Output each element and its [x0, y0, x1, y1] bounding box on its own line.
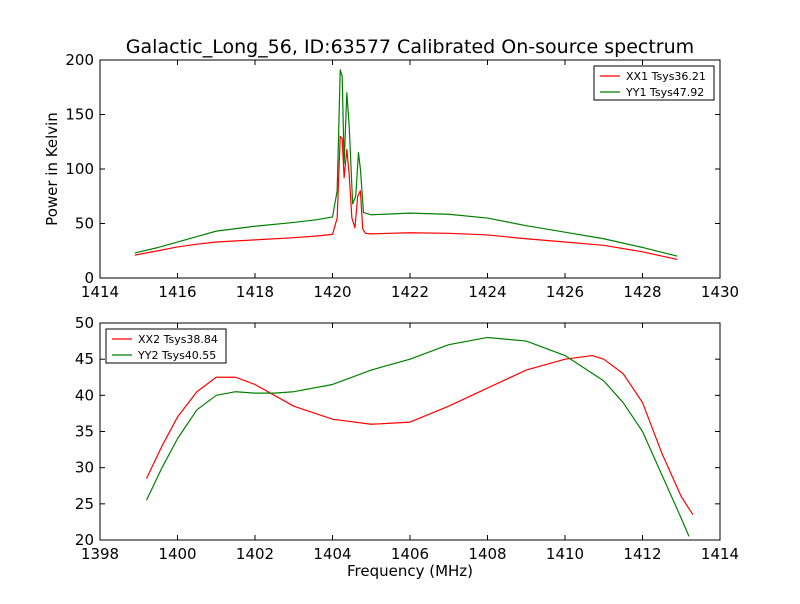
x-tick-label: 1402	[236, 545, 274, 563]
x-tick-label: 1424	[468, 283, 506, 301]
x-tick-label: 1426	[546, 283, 584, 301]
legend-label: XX1 Tsys36.21	[626, 70, 706, 83]
series-line-1	[134, 135, 678, 261]
y-tick-label: 25	[75, 495, 94, 513]
x-tick-label: 1414	[81, 283, 119, 301]
y-tick-label: 200	[65, 51, 94, 69]
y-tick-label: 150	[65, 106, 94, 124]
x-tick-label: 1416	[158, 283, 196, 301]
y-tick-label: 45	[75, 350, 94, 368]
x-tick-label: 1418	[236, 283, 274, 301]
legend-box	[593, 65, 715, 101]
series-line-2	[134, 69, 678, 257]
x-tick-label: 1410	[546, 545, 584, 563]
x-tick-label: 1404	[313, 545, 351, 563]
legend-label: YY1 Tsys47.92	[625, 86, 704, 99]
x-tick-label: 1408	[468, 545, 506, 563]
legend: XX1 Tsys36.21 YY1 Tsys47.92	[593, 65, 715, 101]
x-tick-label: 1400	[158, 545, 196, 563]
chart-title: Galactic_Long_56, ID:63577 Calibrated On…	[126, 36, 694, 58]
legend-box	[105, 328, 227, 364]
legend-label: YY2 Tsys40.55	[137, 349, 216, 362]
bottom-plot: 1398 1400 1402 1404 1406 1408 1410 1412 1414 20 25…	[75, 314, 739, 580]
legend: XX2 Tsys38.84 YY2 Tsys40.55	[105, 328, 227, 364]
y-axis-label: Power in Kelvin	[43, 112, 61, 226]
x-tick-label: 1430	[701, 283, 739, 301]
x-tick-label: 1398	[81, 545, 119, 563]
series-line-2	[145, 336, 690, 537]
x-axis-label: Frequency (MHz)	[347, 562, 473, 580]
y-tick-label: 0	[84, 269, 94, 287]
y-tick-label: 20	[75, 531, 94, 549]
series-line-1	[145, 354, 694, 516]
x-tick-label: 1420	[313, 283, 351, 301]
legend-label: XX2 Tsys38.84	[138, 333, 218, 346]
x-tick-label: 1422	[391, 283, 429, 301]
x-tick-label: 1412	[623, 545, 661, 563]
x-tick-label: 1406	[391, 545, 429, 563]
x-tick-label: 1414	[701, 545, 739, 563]
y-tick-label: 100	[65, 160, 94, 178]
y-tick-label: 35	[75, 423, 94, 441]
x-tick-label: 1428	[623, 283, 661, 301]
y-tick-label: 30	[75, 459, 94, 477]
y-tick-label: 50	[75, 314, 94, 332]
y-tick-label: 50	[75, 215, 94, 233]
top-plot: 1414 1416 1418 1420 1422 1424 1426 1428 1430 0 50 1…	[43, 51, 739, 301]
y-tick-label: 40	[75, 386, 94, 404]
